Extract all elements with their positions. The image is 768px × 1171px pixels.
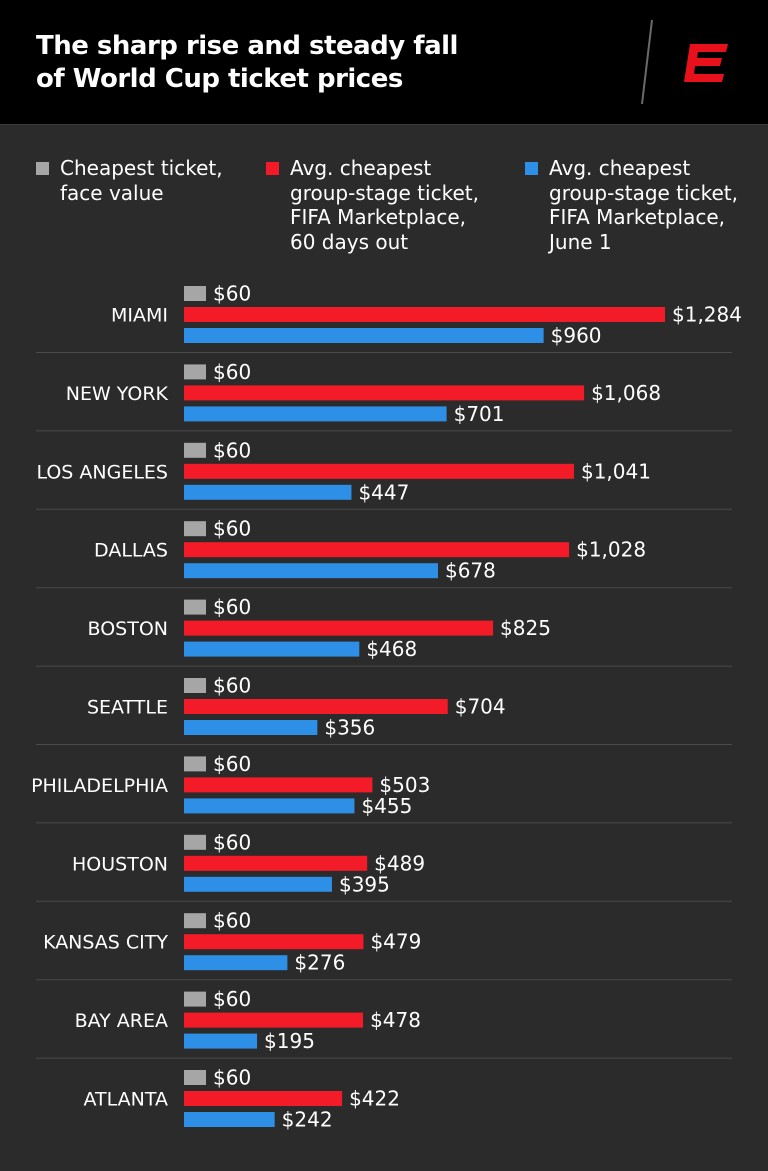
bar-face-value <box>184 364 206 380</box>
data-label: $478 <box>370 1008 421 1032</box>
header: The sharp rise and steady fall of World … <box>0 0 768 125</box>
data-label: $195 <box>264 1029 315 1053</box>
data-label: $60 <box>213 830 251 854</box>
legend-label: Avg. cheapest group-stage ticket, FIFA M… <box>290 156 479 254</box>
bar-60-days-out <box>184 855 368 871</box>
bar-60-days-out <box>184 934 364 950</box>
bar-june-1 <box>184 563 438 579</box>
data-label: $1,068 <box>591 381 661 405</box>
espn-logo-icon <box>684 44 728 82</box>
category-label: PHILADELPHIA <box>31 775 168 797</box>
data-label: $60 <box>213 517 251 541</box>
data-label: $60 <box>213 752 251 776</box>
bar-60-days-out <box>184 777 373 793</box>
data-label: $701 <box>454 402 505 426</box>
bar-face-value <box>184 991 206 1007</box>
bar-60-days-out <box>184 1012 364 1028</box>
data-label: $1,041 <box>581 459 651 483</box>
data-label: $60 <box>213 1066 251 1090</box>
category-label: BOSTON <box>88 618 169 640</box>
data-label: $60 <box>213 438 251 462</box>
bar-face-value <box>184 442 206 458</box>
data-label: $60 <box>213 282 251 306</box>
data-label: $1,284 <box>672 303 742 327</box>
legend-label: Avg. cheapest group-stage ticket, FIFA M… <box>549 156 738 254</box>
category-label: DALLAS <box>94 540 168 562</box>
title-line-1: The sharp rise and steady fall <box>36 31 458 61</box>
data-label: $356 <box>324 716 375 740</box>
bar-face-value <box>184 756 206 772</box>
category-label: HOUSTON <box>72 853 168 875</box>
data-label: $242 <box>282 1108 333 1132</box>
legend-swatch-blue <box>525 162 538 175</box>
category-label: KANSAS CITY <box>43 932 168 954</box>
bar-face-value <box>184 834 206 850</box>
data-label: $503 <box>379 773 430 797</box>
legend-swatch-red <box>266 162 279 175</box>
bar-june-1 <box>184 406 447 422</box>
category-label: LOS ANGELES <box>36 461 168 483</box>
bar-june-1 <box>184 328 544 343</box>
divider-slash <box>641 20 653 104</box>
data-label: $60 <box>213 595 251 619</box>
bar-60-days-out <box>184 1091 343 1106</box>
bar-june-1 <box>184 641 360 657</box>
data-label: $60 <box>213 987 251 1011</box>
bar-60-days-out <box>184 620 494 636</box>
data-label: $960 <box>551 324 602 348</box>
bar-face-value <box>184 286 206 301</box>
bar-june-1 <box>184 1112 275 1127</box>
data-label: $1,028 <box>576 538 646 562</box>
bar-face-value <box>184 599 206 615</box>
data-label: $455 <box>361 794 412 818</box>
data-label: $678 <box>445 559 496 583</box>
category-label: SEATTLE <box>87 697 168 719</box>
bar-june-1 <box>184 955 288 971</box>
bar-face-value <box>184 913 206 929</box>
bar-face-value <box>184 521 206 537</box>
category-label: ATLANTA <box>84 1089 169 1111</box>
bar-june-1 <box>184 1033 258 1049</box>
data-label: $704 <box>455 695 506 719</box>
bar-chart: MIAMI $60 $1,284 $960 NEW YORK $60 $1,068 $701 L… <box>31 282 742 1132</box>
data-label: $422 <box>349 1087 400 1111</box>
data-label: $60 <box>213 674 251 698</box>
category-label: BAY AREA <box>75 1010 168 1032</box>
data-label: $60 <box>213 909 251 933</box>
bar-face-value <box>184 1070 206 1085</box>
bar-june-1 <box>184 798 355 814</box>
chart-title: The sharp rise and steady fall of World … <box>36 30 596 96</box>
data-label: $395 <box>339 872 390 896</box>
category-label: MIAMI <box>111 305 168 327</box>
bar-june-1 <box>184 484 352 500</box>
data-label: $60 <box>213 360 251 384</box>
legend-label: Cheapest ticket, face value <box>60 156 223 205</box>
bar-june-1 <box>184 876 332 892</box>
bar-60-days-out <box>184 385 585 401</box>
bar-60-days-out <box>184 699 448 714</box>
bar-60-days-out <box>184 542 570 558</box>
data-label: $468 <box>366 637 417 661</box>
bar-face-value <box>184 678 206 693</box>
data-label: $489 <box>374 851 425 875</box>
data-label: $447 <box>358 480 409 504</box>
data-label: $825 <box>500 616 551 640</box>
bar-60-days-out <box>184 463 574 479</box>
bar-june-1 <box>184 720 318 735</box>
bar-60-days-out <box>184 307 665 322</box>
legend-swatch-gray <box>36 162 49 175</box>
data-label: $479 <box>370 930 421 954</box>
title-line-2: of World Cup ticket prices <box>36 64 403 94</box>
data-label: $276 <box>294 951 345 975</box>
category-label: NEW YORK <box>66 383 169 405</box>
